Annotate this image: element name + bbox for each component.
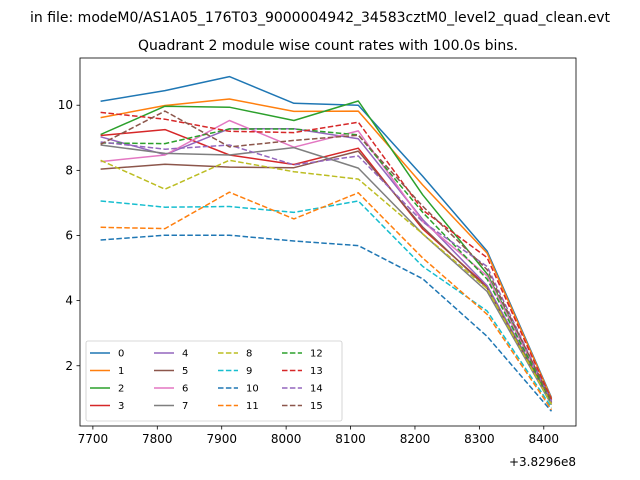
legend-label-13: 13 (310, 366, 323, 377)
series-line-8 (100, 159, 553, 405)
axes-frame (79, 57, 577, 427)
series-line-15 (100, 110, 553, 402)
legend-box (85, 340, 343, 422)
y-tick-label: 6 (65, 228, 73, 242)
series-line-5 (100, 150, 553, 403)
plot-area (100, 75, 553, 412)
chart-title: Quadrant 2 module wise count rates with … (138, 38, 518, 54)
legend-label-14: 14 (310, 384, 323, 395)
legend-label-6: 6 (182, 384, 188, 395)
x-offset-label: +3.8296e8 (509, 455, 576, 469)
legend-label-10: 10 (246, 384, 259, 395)
legend-label-5: 5 (182, 366, 188, 377)
x-tick-label: 8200 (400, 432, 431, 446)
legend-label-8: 8 (246, 349, 252, 360)
chart-suptitle: in file: modeM0/AS1A05_176T03_9000004942… (30, 10, 611, 26)
x-tick-label: 7700 (78, 432, 109, 446)
x-tick-label: 8000 (271, 432, 302, 446)
series-line-2 (100, 100, 553, 401)
x-tick-label: 8300 (464, 432, 495, 446)
series-line-3 (100, 128, 553, 404)
y-tick-label: 2 (65, 359, 73, 373)
series-line-4 (100, 127, 553, 402)
legend-label-7: 7 (182, 401, 188, 412)
x-tick-label: 7900 (206, 432, 237, 446)
legend-label-9: 9 (246, 366, 252, 377)
y-tick-label: 4 (65, 294, 73, 308)
legend-label-3: 3 (118, 401, 124, 412)
series-line-0 (100, 75, 553, 399)
x-tick-label: 8100 (335, 432, 366, 446)
series-line-7 (100, 144, 553, 406)
legend-label-1: 1 (118, 366, 124, 377)
legend-label-15: 15 (310, 401, 323, 412)
series-line-10 (100, 234, 553, 412)
series-line-9 (100, 200, 553, 408)
x-tick-label: 8400 (529, 432, 560, 446)
legend-label-11: 11 (246, 401, 259, 412)
legend-label-0: 0 (118, 349, 124, 360)
x-tick-label: 7800 (142, 432, 173, 446)
legend-label-2: 2 (118, 384, 124, 395)
legend-label-12: 12 (310, 349, 323, 360)
y-tick-label: 10 (58, 98, 73, 112)
series-line-12 (100, 128, 553, 403)
legend-label-4: 4 (182, 349, 188, 360)
y-tick-label: 8 (65, 163, 73, 177)
series-line-13 (100, 111, 553, 400)
